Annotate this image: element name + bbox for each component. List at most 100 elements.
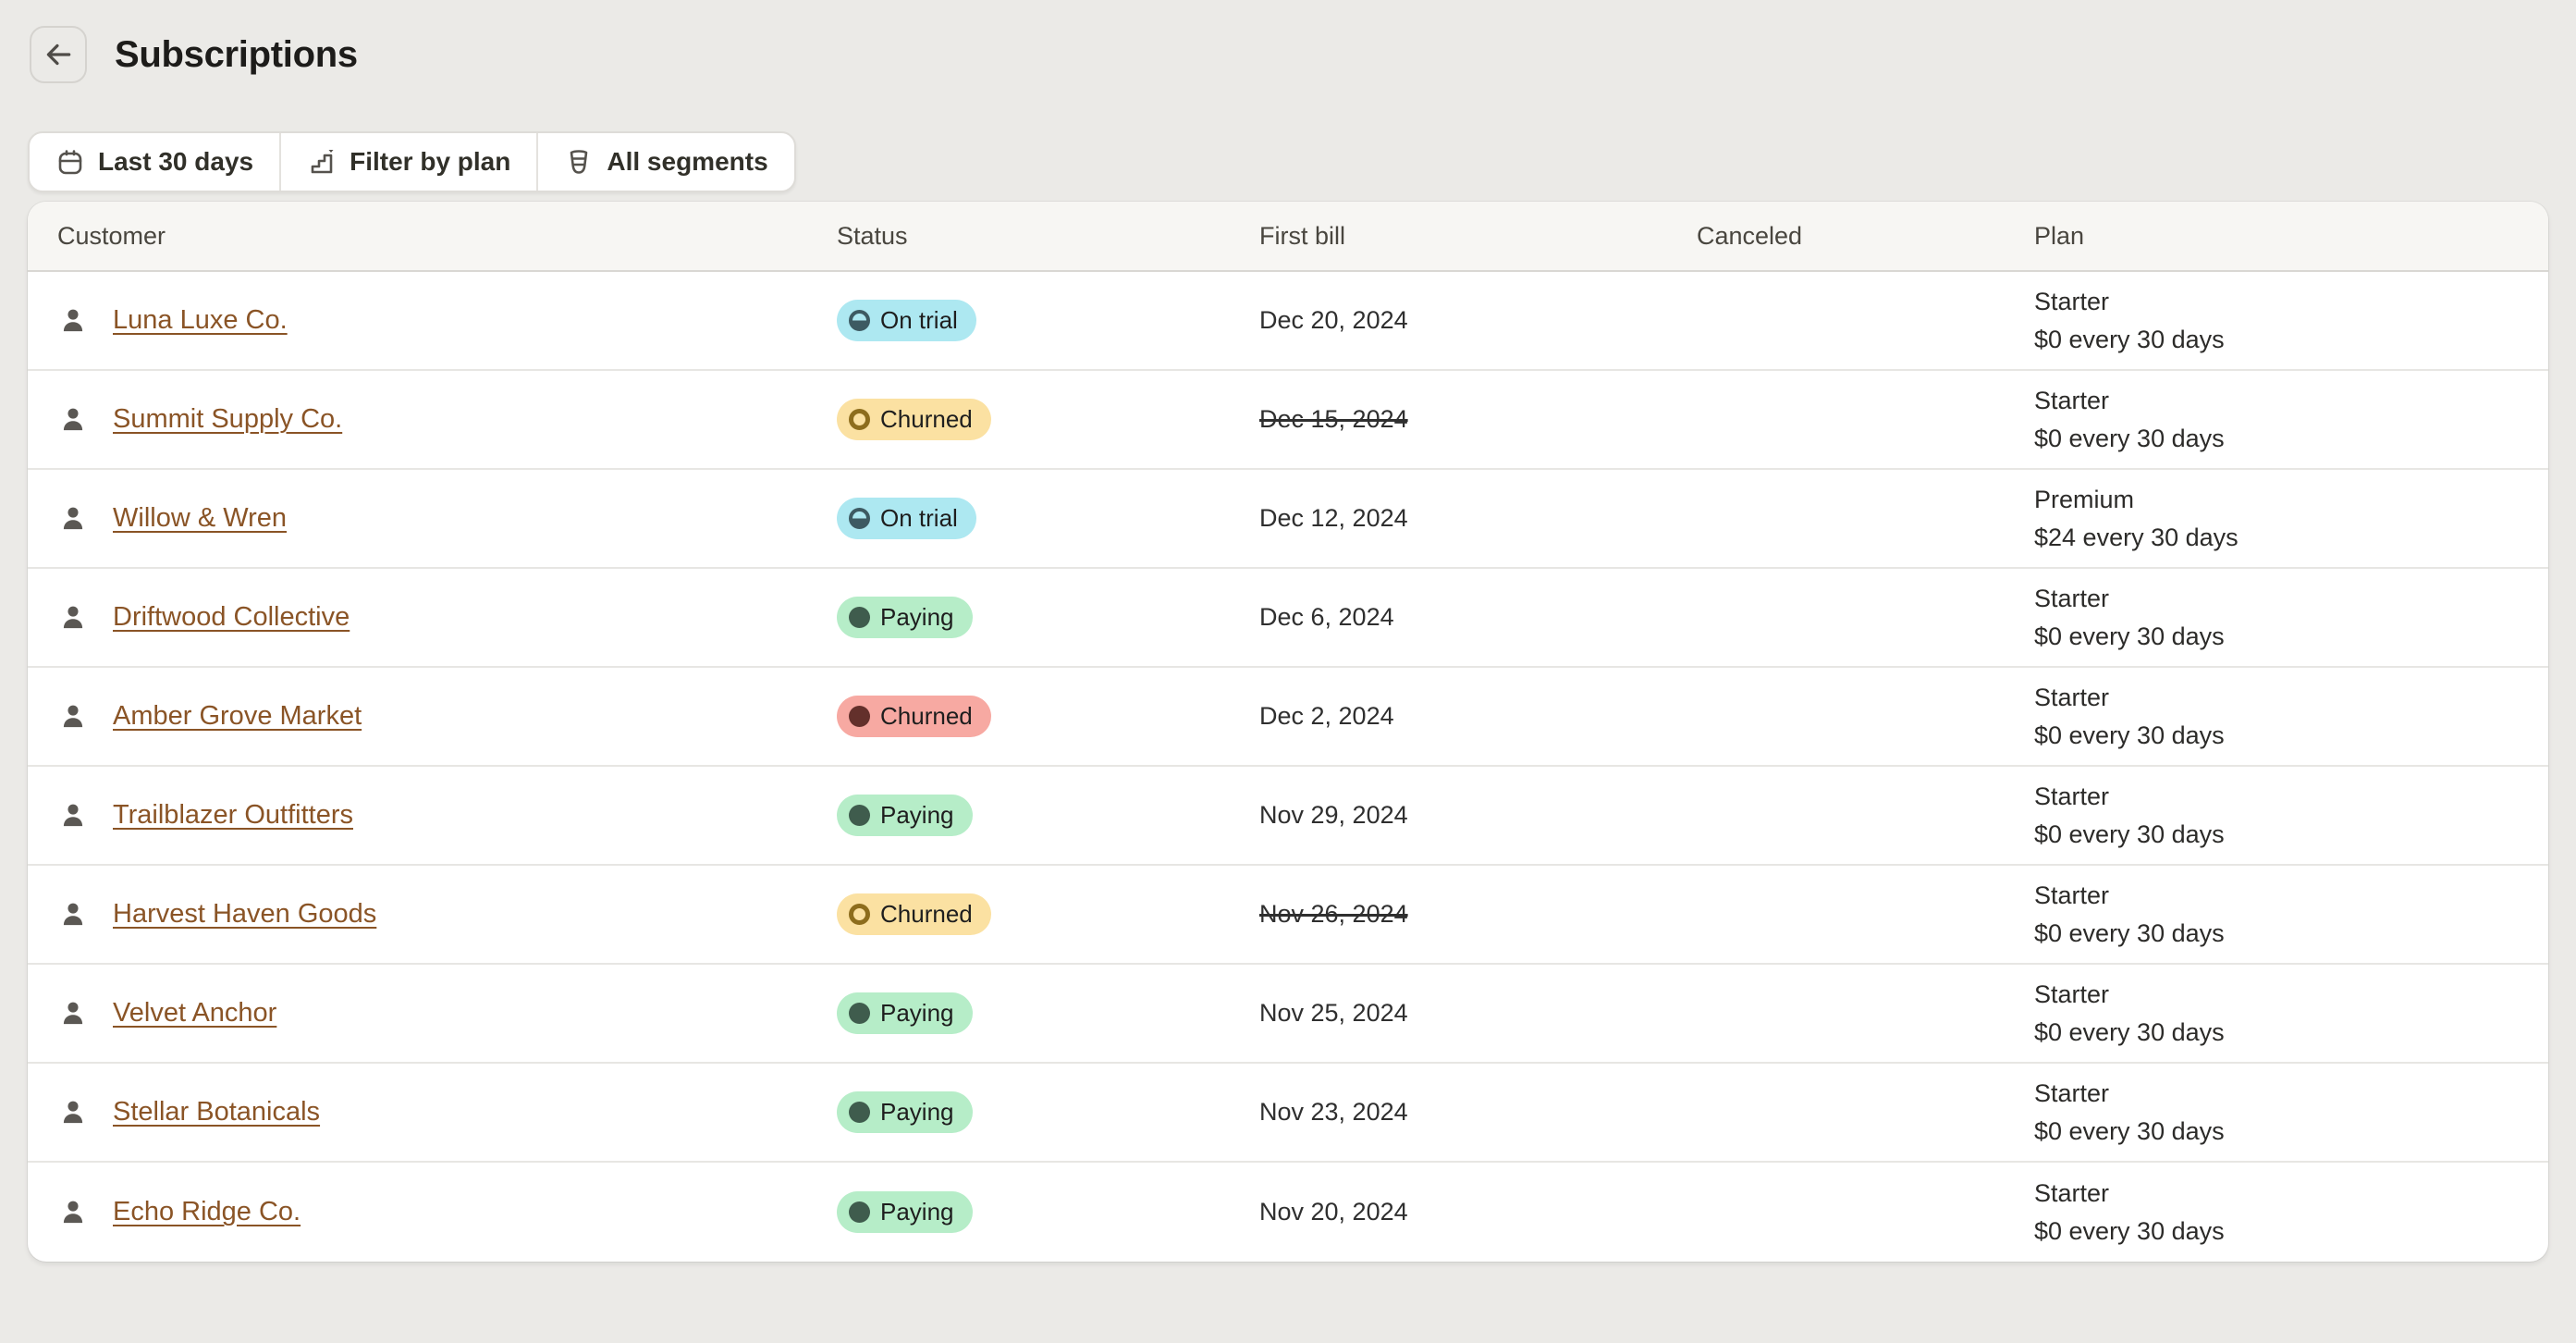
- customer-link[interactable]: Stellar Botanicals: [113, 1097, 321, 1127]
- plan-cell: Starter $0 every 30 days: [2034, 382, 2519, 458]
- first-bill-cell: Nov 23, 2024: [1259, 1098, 1408, 1126]
- customer-cell: Velvet Anchor: [57, 998, 837, 1029]
- plan-cell: Starter $0 every 30 days: [2034, 283, 2519, 359]
- first-bill-cell: Dec 12, 2024: [1259, 504, 1408, 532]
- status-cell: Paying: [837, 795, 1259, 836]
- status-dot-icon: [849, 1102, 870, 1123]
- status-cell: Paying: [837, 992, 1259, 1034]
- status-cell: Paying: [837, 1091, 1259, 1133]
- back-button[interactable]: [30, 26, 87, 83]
- status-badge: Churned: [837, 399, 991, 440]
- page-title: Subscriptions: [115, 33, 358, 75]
- first-bill-cell: Nov 20, 2024: [1259, 1198, 1408, 1226]
- status-badge: On trial: [837, 498, 976, 539]
- customer-link[interactable]: Summit Supply Co.: [113, 404, 343, 434]
- plan-filter-label: Filter by plan: [350, 147, 511, 176]
- column-header-first-bill: First bill: [1259, 221, 1345, 250]
- table-row: Velvet Anchor Paying Nov 25, 2024 Starte…: [28, 965, 2548, 1064]
- plan-cell: Starter $0 every 30 days: [2034, 877, 2519, 953]
- table-row: Luna Luxe Co. On trial Dec 20, 2024 Star…: [28, 272, 2548, 371]
- plan-name: Starter: [2034, 584, 2110, 612]
- first-bill-cell: Nov 26, 2024: [1259, 900, 1408, 928]
- status-dot-icon: [849, 1003, 870, 1024]
- plan-name: Starter: [2034, 980, 2110, 1008]
- plan-cell: Starter $0 every 30 days: [2034, 580, 2519, 656]
- plan-price: $0 every 30 days: [2034, 1216, 2225, 1245]
- segments-filter-button[interactable]: All segments: [536, 133, 793, 191]
- status-badge: Paying: [837, 992, 973, 1034]
- plan-price: $0 every 30 days: [2034, 819, 2225, 848]
- status-badge: Paying: [837, 597, 973, 638]
- first-bill-cell: Dec 15, 2024: [1259, 405, 1408, 433]
- status-badge-label: Churned: [880, 405, 973, 433]
- customer-link[interactable]: Driftwood Collective: [113, 602, 350, 632]
- table-row: Amber Grove Market Churned Dec 2, 2024 S…: [28, 668, 2548, 767]
- plan-name: Starter: [2034, 386, 2110, 414]
- plan-cell: Starter $0 every 30 days: [2034, 976, 2519, 1052]
- column-header-canceled: Canceled: [1697, 221, 1803, 250]
- plan-name: Starter: [2034, 1178, 2110, 1207]
- person-icon: [57, 503, 89, 535]
- customer-cell: Harvest Haven Goods: [57, 899, 837, 930]
- arrow-left-icon: [43, 39, 74, 70]
- customer-cell: Willow & Wren: [57, 503, 837, 535]
- person-icon: [57, 998, 89, 1029]
- plan-name: Starter: [2034, 683, 2110, 711]
- customer-link[interactable]: Trailblazer Outfitters: [113, 800, 353, 830]
- status-dot-icon: [849, 607, 870, 628]
- status-cell: Churned: [837, 696, 1259, 737]
- status-cell: Churned: [837, 399, 1259, 440]
- filter-bar: Last 30 days Filter by plan All segments: [28, 131, 796, 192]
- plan-filter-button[interactable]: Filter by plan: [279, 133, 536, 191]
- status-dot-icon: [849, 805, 870, 826]
- person-icon: [57, 899, 89, 930]
- topbar: Subscriptions: [30, 26, 358, 83]
- first-bill-cell: Nov 29, 2024: [1259, 801, 1408, 829]
- customer-cell: Luna Luxe Co.: [57, 305, 837, 337]
- status-badge: Paying: [837, 795, 973, 836]
- table-row: Harvest Haven Goods Churned Nov 26, 2024…: [28, 866, 2548, 965]
- plan-price: $0 every 30 days: [2034, 325, 2225, 353]
- customer-link[interactable]: Willow & Wren: [113, 503, 287, 533]
- customer-link[interactable]: Velvet Anchor: [113, 998, 277, 1028]
- person-icon: [57, 1097, 89, 1128]
- table-header-row: Customer Status First bill Canceled Plan: [28, 202, 2548, 272]
- column-header-status: Status: [837, 221, 908, 250]
- person-icon: [57, 800, 89, 832]
- plan-price: $0 every 30 days: [2034, 622, 2225, 650]
- first-bill-cell: Dec 20, 2024: [1259, 306, 1408, 334]
- plan-price: $0 every 30 days: [2034, 918, 2225, 947]
- first-bill-cell: Dec 2, 2024: [1259, 702, 1394, 730]
- customer-cell: Echo Ridge Co.: [57, 1197, 837, 1228]
- status-badge-label: Churned: [880, 900, 973, 928]
- customer-cell: Summit Supply Co.: [57, 404, 837, 436]
- status-cell: Paying: [837, 1191, 1259, 1233]
- date-range-filter-button[interactable]: Last 30 days: [30, 133, 279, 191]
- table-row: Summit Supply Co. Churned Dec 15, 2024 S…: [28, 371, 2548, 470]
- status-cell: Churned: [837, 893, 1259, 935]
- date-range-filter-label: Last 30 days: [98, 147, 254, 176]
- status-dot-icon: [849, 310, 870, 331]
- customer-link[interactable]: Echo Ridge Co.: [113, 1197, 301, 1226]
- customer-cell: Stellar Botanicals: [57, 1097, 837, 1128]
- table-row: Willow & Wren On trial Dec 12, 2024 Prem…: [28, 470, 2548, 569]
- customer-link[interactable]: Amber Grove Market: [113, 701, 362, 731]
- first-bill-cell: Nov 25, 2024: [1259, 999, 1408, 1027]
- status-badge: Churned: [837, 696, 991, 737]
- customer-link[interactable]: Harvest Haven Goods: [113, 899, 377, 929]
- status-badge: Churned: [837, 893, 991, 935]
- status-cell: Paying: [837, 597, 1259, 638]
- status-dot-icon: [849, 508, 870, 529]
- plan-name: Premium: [2034, 485, 2135, 513]
- customer-link[interactable]: Luna Luxe Co.: [113, 305, 288, 335]
- plan-name: Starter: [2034, 287, 2110, 315]
- column-header-plan: Plan: [2034, 221, 2085, 250]
- status-badge-label: Paying: [880, 603, 954, 631]
- status-dot-icon: [849, 1201, 870, 1223]
- segments-filter-label: All segments: [607, 147, 768, 176]
- status-badge-label: Paying: [880, 999, 954, 1027]
- plan-cell: Starter $0 every 30 days: [2034, 778, 2519, 854]
- status-badge-label: Churned: [880, 702, 973, 730]
- plan-name: Starter: [2034, 782, 2110, 810]
- status-cell: On trial: [837, 498, 1259, 539]
